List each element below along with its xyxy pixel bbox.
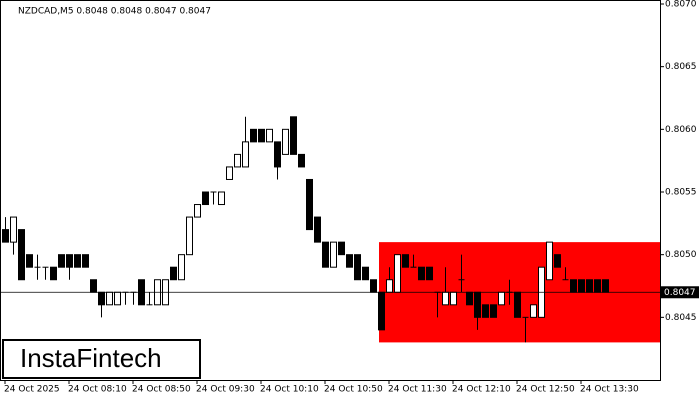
plot-border [0,0,661,381]
candle-body [554,254,561,268]
candle-body [306,178,313,231]
candle-body [370,279,377,293]
candle-body [10,216,17,243]
candle-body [18,229,25,281]
candle-body [170,266,177,281]
candle-body [402,254,409,268]
candle-body [362,266,369,281]
last-price-label: 0.8047 [664,288,696,298]
candle-body [418,266,425,281]
candle-body [602,279,609,293]
candle-body [594,279,601,293]
candle-body [490,304,497,318]
x-tick-label: 24 Oct 12:50 [516,385,575,395]
candle-body [218,191,225,206]
y-tick-label: 0.8065 [665,62,697,72]
candle-body [82,254,89,268]
candle-body [186,216,193,256]
candle-body [274,141,281,168]
candle-body [90,279,97,293]
candle-body [314,216,321,243]
candle-body [394,254,401,293]
candle-body [194,204,201,218]
candle-body [250,128,257,143]
candle-body [530,304,537,318]
y-tick-label: 0.8060 [665,125,697,135]
logo-box [2,339,201,379]
candle-body [2,229,9,243]
candle-body [442,291,449,306]
x-tick-label: 24 Oct 12:10 [452,385,511,395]
candle-body [474,291,481,318]
y-tick-label: 0.8050 [665,250,697,260]
candle-body [346,254,353,268]
candle-body [330,241,337,268]
x-tick-label: 24 Oct 08:50 [132,385,191,395]
chart-title: NZDCAD,M5 0.8048 0.8048 0.8047 0.8047 [18,7,211,17]
candle-body [322,241,329,268]
y-tick-label: 0.8070 [665,0,697,10]
x-tick-label: 24 Oct 10:50 [324,385,383,395]
candle-body [98,291,105,306]
y-tick-label: 0.8055 [665,188,697,198]
candle-body [282,128,289,155]
candle-body [466,291,473,306]
candle-body [58,254,65,268]
candle-body [242,141,249,168]
x-tick-label: 24 Oct 09:30 [196,385,255,395]
candle-body [202,191,209,206]
candle-body [290,116,297,155]
candle-body [386,279,393,293]
candle-body [498,291,505,306]
candle-body [586,279,593,293]
x-tick-label: 24 Oct 10:10 [260,385,319,395]
y-tick-label: 0.8045 [665,313,697,323]
candle-body [514,291,521,318]
x-tick-label: 24 Oct 11:30 [388,385,447,395]
last-price-box [661,286,699,299]
candle-body [226,166,233,180]
candle-body [266,128,273,143]
candle-body [106,291,113,306]
candle-body [354,254,361,281]
candle-body [298,153,305,168]
candle-body [66,254,73,268]
candle-body [258,128,265,143]
candle-body [578,279,585,293]
candle-body [570,279,577,293]
x-tick-label: 24 Oct 13:30 [580,385,639,395]
candle-body [178,254,185,281]
candle-body [378,291,385,331]
candle-body [338,241,345,256]
candle-body [450,291,457,306]
candle-body [482,304,489,318]
logo: InstaFintech [20,343,162,373]
candle-body [74,254,81,268]
x-tick-label: 24 Oct 2025 [4,385,60,395]
candle-body [26,254,33,268]
candle-body [50,266,57,281]
candle-body [426,266,433,281]
plot-area [0,116,660,343]
x-tick-label: 24 Oct 08:10 [68,385,127,395]
candle-body [546,241,553,281]
candle-body [234,153,241,168]
candle-body [114,291,121,306]
